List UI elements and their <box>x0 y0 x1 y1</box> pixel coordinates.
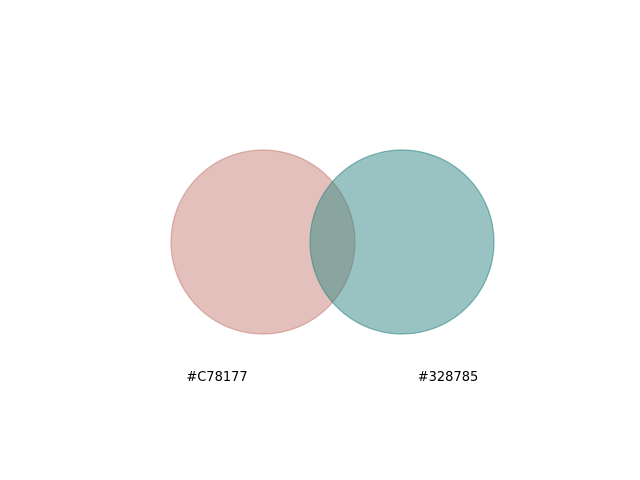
venn-label-left: #C78177 <box>186 370 247 385</box>
venn-label-right: #328785 <box>418 370 479 385</box>
venn-circle-right <box>309 149 495 335</box>
